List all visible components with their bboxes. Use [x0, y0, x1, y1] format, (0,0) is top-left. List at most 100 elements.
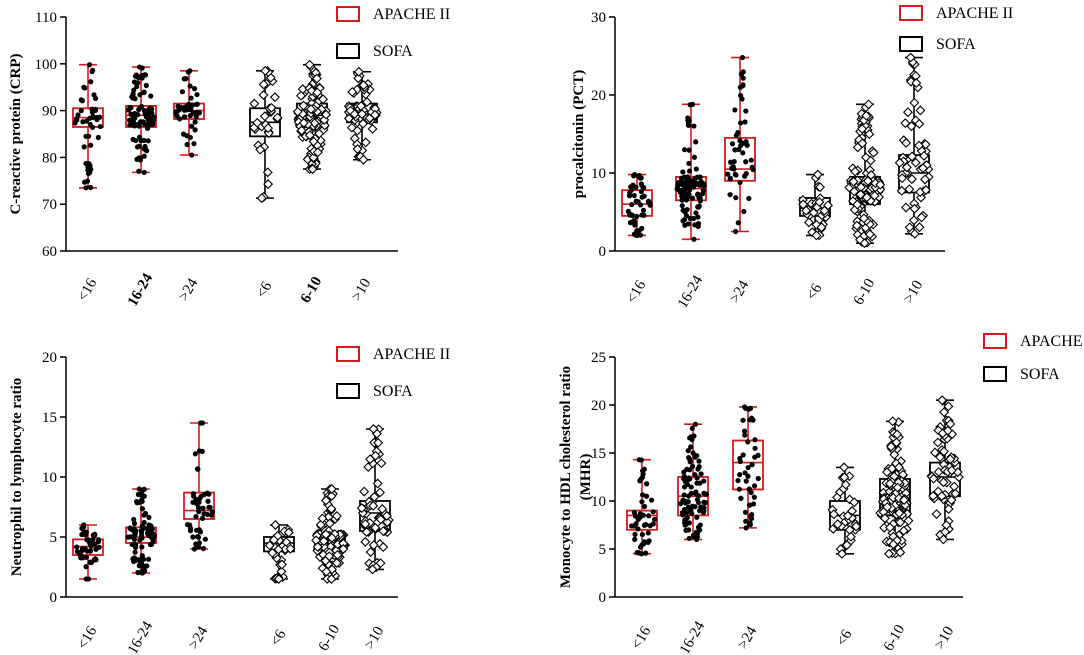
data-point: [141, 565, 147, 571]
data-point: [695, 204, 702, 210]
data-point: [134, 144, 141, 150]
data-point: [138, 528, 144, 534]
data-point: [682, 478, 688, 485]
data-point: [737, 179, 743, 186]
data-point: [693, 139, 699, 145]
data-point: [739, 54, 746, 61]
data-point: [95, 134, 101, 141]
data-point: [639, 531, 645, 538]
data-point: [309, 118, 320, 129]
data-point: [939, 407, 950, 418]
data-point: [849, 497, 860, 508]
data-point: [697, 480, 703, 486]
data-point: [133, 499, 140, 505]
data-point: [691, 154, 698, 160]
data-points: [894, 52, 934, 239]
data-point: [742, 404, 748, 410]
y-tick-label: 25: [591, 350, 606, 366]
panel-mhr: 0 5 10 15 20 25 Monocyte to HDL cholesterol ra…: [558, 333, 1084, 655]
data-point: [145, 525, 151, 532]
legend-label-sofa: SOFA: [373, 383, 413, 400]
data-point: [949, 481, 960, 492]
data-point: [326, 574, 337, 584]
data-point: [868, 147, 879, 158]
box-group: [263, 520, 296, 584]
data-point: [136, 64, 143, 70]
data-point: [906, 174, 917, 185]
legend-label-sofa: SOFA: [936, 36, 976, 53]
data-points: [125, 64, 157, 175]
data-point: [745, 473, 751, 479]
data-point: [631, 218, 637, 224]
data-point: [140, 73, 146, 79]
y-tick-label: 0: [50, 590, 58, 606]
data-point: [916, 212, 927, 223]
data-point: [879, 513, 890, 524]
data-point: [864, 129, 875, 140]
data-point: [727, 192, 733, 198]
data-point: [195, 534, 202, 540]
data-point: [634, 213, 640, 220]
data-point: [741, 173, 748, 179]
data-point: [249, 98, 260, 109]
data-point: [861, 110, 872, 121]
data-point: [131, 516, 137, 523]
data-point: [141, 137, 147, 144]
data-point: [875, 179, 886, 190]
data-point: [130, 119, 137, 125]
data-point: [741, 428, 748, 434]
data-point: [145, 138, 151, 144]
data-point: [95, 537, 102, 543]
x-tick-label: >10: [932, 624, 958, 652]
data-point: [260, 65, 271, 76]
data-point: [190, 491, 196, 497]
data-point: [349, 109, 360, 120]
data-point: [80, 119, 86, 125]
data-point: [740, 150, 746, 156]
data-point: [828, 509, 839, 520]
data-point: [632, 531, 638, 538]
data-point: [184, 141, 190, 148]
data-point: [628, 184, 634, 190]
data-point: [312, 541, 323, 552]
data-point: [648, 497, 655, 503]
data-point: [746, 195, 752, 202]
data-point: [262, 167, 273, 178]
data-points: [184, 420, 216, 552]
data-point: [176, 107, 182, 113]
data-point: [684, 509, 690, 516]
data-point: [370, 522, 381, 533]
data-point: [680, 207, 686, 213]
data-point: [87, 548, 94, 554]
data-points: [677, 421, 710, 543]
data-point: [938, 477, 949, 488]
data-point: [679, 203, 685, 209]
data-point: [815, 182, 826, 193]
data-point: [895, 517, 906, 528]
data-point: [125, 107, 132, 113]
data-point: [910, 157, 921, 168]
data-point: [362, 97, 372, 107]
data-point: [134, 122, 141, 128]
data-point: [83, 564, 89, 570]
data-point: [732, 107, 738, 113]
data-points: [735, 404, 761, 531]
data-point: [683, 213, 690, 219]
data-point: [752, 454, 758, 460]
data-point: [931, 509, 942, 520]
data-point: [189, 152, 195, 158]
data-point: [686, 168, 693, 174]
box-group: [732, 404, 764, 531]
data-point: [368, 424, 379, 434]
data-point: [207, 504, 213, 510]
data-point: [139, 570, 146, 576]
data-point: [74, 548, 81, 555]
data-point: [633, 184, 639, 190]
legend-label-apache: APACHE II: [373, 6, 450, 23]
data-point: [938, 534, 949, 545]
data-points: [125, 486, 158, 576]
data-point: [358, 80, 369, 91]
data-point: [138, 533, 145, 539]
x-tick-label: >24: [176, 275, 202, 304]
data-point: [738, 142, 744, 149]
